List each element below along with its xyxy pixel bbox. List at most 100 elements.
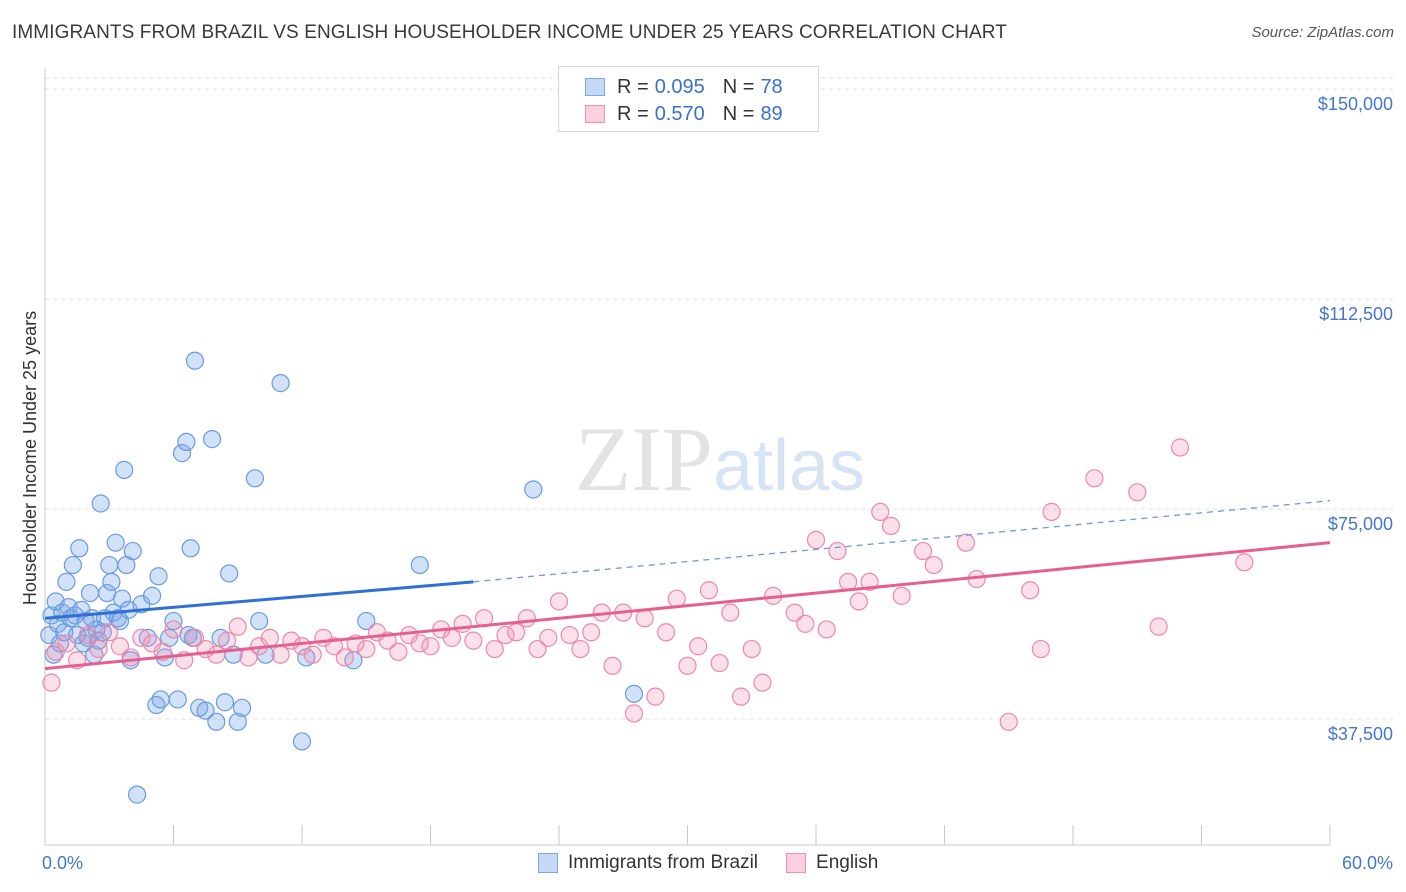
data-point-brazil — [232, 698, 252, 717]
data-point-brazil — [177, 432, 196, 452]
data-point-brazil — [185, 351, 205, 370]
data-point-english — [924, 555, 943, 575]
data-point-english — [560, 625, 579, 645]
bottom-legend: Immigrants from Brazil English — [538, 852, 906, 874]
data-point-english — [678, 656, 697, 675]
gridlines — [45, 77, 1395, 720]
axes — [44, 68, 1331, 846]
data-point-english — [731, 687, 751, 706]
data-point-english — [571, 639, 590, 659]
data-points — [40, 351, 1254, 804]
data-point-english — [646, 687, 665, 706]
data-point-brazil — [215, 693, 234, 712]
data-point-english — [410, 634, 429, 653]
data-point-english — [271, 645, 290, 664]
legend-row-english: R = 0.570 N = 89 — [585, 101, 783, 127]
legend-row-brazil: R = 0.095 N = 78 — [585, 74, 783, 100]
data-point-english — [164, 620, 183, 639]
data-point-english — [121, 648, 140, 667]
data-point-english — [539, 628, 558, 647]
data-point-brazil — [123, 541, 142, 561]
data-point-english — [217, 631, 237, 650]
data-point-english — [464, 631, 483, 650]
y-tick-label: $112,500 — [1319, 304, 1393, 324]
data-point-brazil — [80, 583, 100, 603]
data-point-english — [753, 673, 772, 692]
legend: R = 0.095 N = 78 R = 0.570 N = 89 — [558, 66, 819, 132]
data-point-english — [892, 586, 911, 605]
data-point-english — [796, 614, 815, 633]
data-point-english — [667, 589, 686, 608]
data-point-english — [496, 625, 515, 645]
legend-swatch-english — [585, 105, 605, 123]
data-point-brazil — [196, 701, 215, 720]
data-point-brazil — [410, 555, 429, 575]
y-tick-label: $150,000 — [1318, 94, 1393, 114]
data-point-brazil — [292, 732, 312, 751]
data-point-english — [624, 704, 644, 723]
watermark: ZIPatlas — [575, 408, 865, 510]
trend-lines — [44, 500, 1331, 671]
legend-n-label: N = — [722, 75, 755, 98]
data-point-brazil — [228, 712, 247, 731]
bottom-legend-swatch-brazil — [538, 853, 558, 873]
data-point-brazil — [142, 586, 162, 605]
data-point-brazil — [115, 460, 134, 479]
y-tick-label: $75,000 — [1328, 514, 1393, 534]
data-point-english — [100, 623, 119, 642]
data-point-brazil — [245, 469, 264, 488]
data-point-brazil — [50, 634, 70, 653]
data-point-brazil — [106, 533, 125, 552]
data-point-english — [721, 603, 740, 622]
chart-title: IMMIGRANTS FROM BRAZIL VS ENGLISH HOUSEH… — [12, 22, 1007, 43]
data-point-english — [303, 645, 322, 664]
data-point-english — [1149, 617, 1168, 636]
data-point-english — [710, 653, 729, 673]
data-point-english — [785, 603, 804, 622]
x-tick-label: 60.0% — [1342, 853, 1393, 873]
data-point-english — [699, 581, 719, 600]
data-point-brazil — [100, 555, 119, 575]
data-point-brazil — [524, 480, 543, 499]
data-point-brazil — [127, 785, 147, 804]
data-point-english — [913, 541, 933, 561]
data-point-brazil — [181, 539, 200, 558]
data-point-english — [260, 628, 279, 647]
x-tick-labels: 0.0% 60.0% — [42, 853, 1393, 873]
data-point-english — [42, 673, 61, 692]
data-point-brazil — [44, 645, 63, 664]
data-point-english — [1235, 553, 1254, 572]
data-point-english — [1170, 438, 1190, 457]
data-point-english — [57, 634, 76, 653]
data-point-brazil — [151, 690, 170, 709]
data-point-english — [517, 609, 536, 628]
data-point-english — [78, 625, 97, 645]
legend-r-label: R = — [617, 102, 649, 125]
data-point-brazil — [220, 564, 239, 583]
data-point-english — [817, 620, 836, 639]
data-point-english — [881, 516, 901, 535]
data-point-brazil — [624, 684, 644, 703]
legend-n-value: 78 — [760, 75, 783, 98]
legend-swatch-brazil — [585, 78, 605, 96]
data-point-english — [1042, 502, 1061, 521]
legend-r-value: 0.095 — [654, 75, 705, 98]
data-point-english — [185, 628, 205, 647]
data-point-english — [1085, 469, 1104, 488]
data-point-english — [603, 656, 622, 675]
data-point-english — [656, 623, 676, 642]
data-point-english — [1021, 581, 1040, 600]
data-point-english — [389, 642, 408, 661]
data-point-english — [549, 592, 569, 611]
legend-n-label: N = — [722, 102, 755, 125]
data-point-english — [421, 637, 440, 656]
data-point-brazil — [112, 589, 132, 608]
data-point-brazil — [102, 572, 121, 591]
chart-source: Source: ZipAtlas.com — [1251, 24, 1394, 41]
data-point-english — [839, 572, 858, 591]
data-point-brazil — [57, 572, 76, 591]
data-point-english — [1128, 483, 1147, 502]
legend-n-value: 89 — [760, 102, 783, 125]
data-point-brazil — [91, 494, 110, 513]
